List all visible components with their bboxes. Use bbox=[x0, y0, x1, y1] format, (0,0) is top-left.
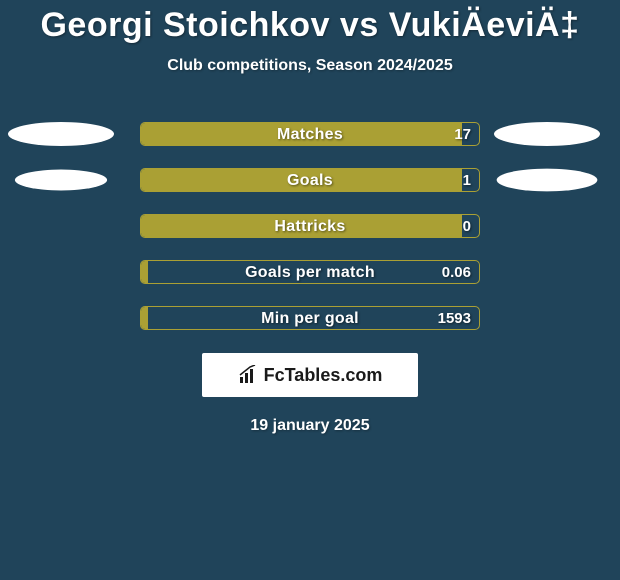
bar-track: Goals per match0.06 bbox=[140, 260, 480, 284]
bar-value: 0 bbox=[463, 218, 471, 235]
stat-row: Matches17 bbox=[0, 111, 620, 157]
comparison-card: Georgi Stoichkov vs VukiÄeviÄ‡ Club comp… bbox=[0, 0, 620, 435]
bar-label: Goals per match bbox=[141, 264, 479, 282]
left-ellipse bbox=[8, 122, 114, 146]
bar-value: 1 bbox=[463, 172, 471, 189]
bar-label: Goals bbox=[141, 172, 479, 190]
bar-track: Hattricks0 bbox=[140, 214, 480, 238]
bar-track: Matches17 bbox=[140, 122, 480, 146]
logo-text: FcTables.com bbox=[264, 365, 383, 386]
bar-label: Min per goal bbox=[141, 310, 479, 328]
bar-track: Min per goal1593 bbox=[140, 306, 480, 330]
stats-area: Matches17 Goals1 Hattricks0 Goals per match… bbox=[0, 111, 620, 341]
right-ellipse bbox=[497, 169, 598, 192]
bar-value: 1593 bbox=[438, 310, 471, 327]
bar-value: 17 bbox=[454, 126, 471, 143]
bar-track: Goals1 bbox=[140, 168, 480, 192]
subtitle: Club competitions, Season 2024/2025 bbox=[0, 57, 620, 75]
page-title: Georgi Stoichkov vs VukiÄeviÄ‡ bbox=[0, 6, 620, 45]
bar-value: 0.06 bbox=[442, 264, 471, 281]
date-line: 19 january 2025 bbox=[0, 417, 620, 435]
bar-label: Hattricks bbox=[141, 218, 479, 236]
stat-row: Goals1 bbox=[0, 157, 620, 203]
stat-row: Min per goal1593 bbox=[0, 295, 620, 341]
logo-box[interactable]: FcTables.com bbox=[202, 353, 418, 397]
chart-icon bbox=[238, 365, 260, 385]
stat-row: Hattricks0 bbox=[0, 203, 620, 249]
left-ellipse bbox=[15, 170, 107, 191]
stat-row: Goals per match0.06 bbox=[0, 249, 620, 295]
bar-label: Matches bbox=[141, 126, 479, 144]
right-ellipse bbox=[494, 122, 600, 146]
